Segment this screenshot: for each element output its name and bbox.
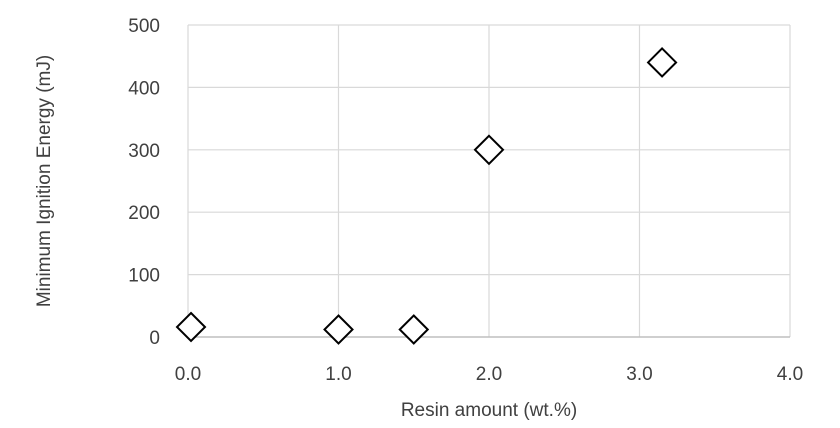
y-axis-title: Minimum Ignition Energy (mJ) [34,55,55,307]
y-tick-label: 500 [128,16,160,37]
x-tick-label: 3.0 [626,364,652,385]
data-point [646,47,678,78]
x-tick-label: 0.0 [175,364,201,385]
y-tick-label: 400 [128,78,160,99]
horizontal-gridlines [188,24,790,276]
x-tick-labels: 0.0 1.0 2.0 3.0 4.0 [175,364,803,385]
y-tick-label: 300 [128,141,160,162]
y-tick-label: 200 [128,203,160,224]
data-point [175,311,207,343]
x-tick-label: 4.0 [777,364,803,385]
x-axis-title: Resin amount (wt.%) [401,400,577,421]
y-tick-labels: 0 100 200 300 400 500 [128,16,160,349]
y-tick-label: 0 [149,328,160,349]
vertical-gridlines [187,25,791,337]
data-point [323,314,354,345]
y-tick-label: 100 [128,266,160,287]
data-point [398,314,430,345]
x-tick-label: 2.0 [476,364,502,385]
data-points [175,47,678,345]
data-point [473,134,505,166]
x-tick-label: 1.0 [325,364,351,385]
